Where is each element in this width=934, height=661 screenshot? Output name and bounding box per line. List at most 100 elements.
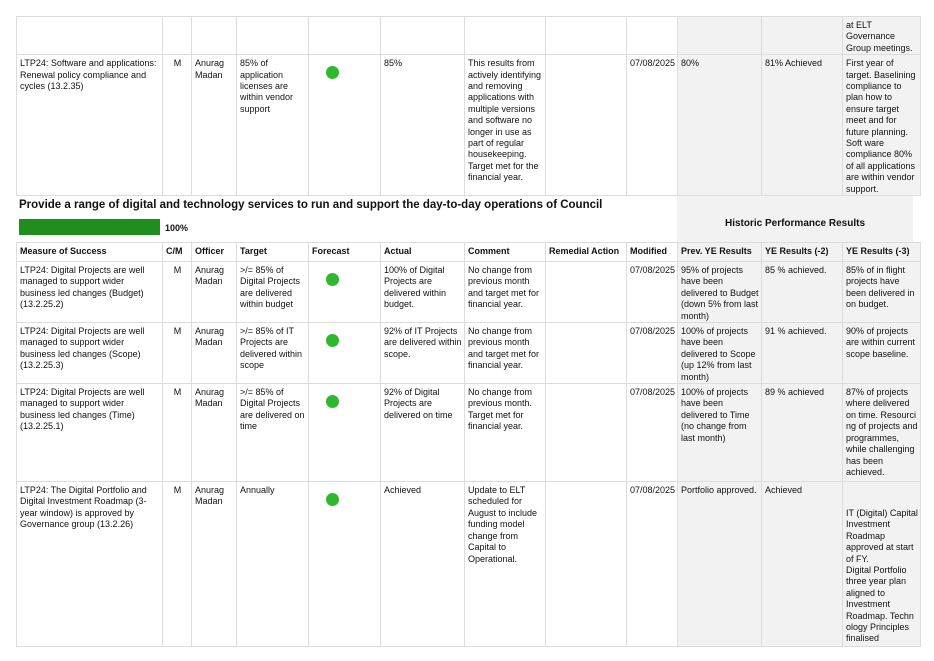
cell-actual: 92% of Digital Projects are delivered on…	[380, 383, 465, 483]
cell-ye2: 91 % achieved.	[761, 322, 843, 385]
forecast-status-dot-icon	[326, 395, 339, 409]
table-row: LTP24: Software and applications: Renewa…	[16, 54, 921, 197]
cell-modified: 07/08/2025	[626, 322, 678, 385]
cell-cm: M	[162, 481, 192, 648]
column-header: Target	[236, 242, 309, 262]
cell-ye2: 85 % achieved.	[761, 260, 843, 324]
cell-measure: LTP24: Digital Projects are well managed…	[16, 322, 163, 385]
cell-comment: Update to ELT scheduled for August to in…	[464, 481, 546, 648]
forecast-status-dot-icon	[326, 273, 339, 286]
cell-ye3: First year of target. Baselining complia…	[842, 54, 921, 197]
cell-measure	[16, 15, 163, 56]
cell-modified	[626, 15, 678, 56]
cell-remedial	[545, 481, 627, 648]
cell-cm: M	[162, 260, 192, 324]
cell-measure: LTP24: Software and applications: Renewa…	[16, 54, 163, 197]
cell-actual: 85%	[380, 54, 465, 197]
cell-target: >/= 85% of Digital Projects are delivere…	[236, 383, 309, 483]
column-header: Remedial Action	[545, 242, 627, 262]
cell-target: 85% of application licenses are within v…	[236, 54, 309, 197]
cell-ye2: 81% Achieved	[761, 54, 843, 197]
cell-measure: LTP24: Digital Projects are well managed…	[16, 383, 163, 483]
cell-measure: LTP24: The Digital Portfolio and Digital…	[16, 481, 163, 648]
cell-forecast	[308, 322, 381, 385]
header-row: Measure of Success C/M Officer Target Foreca…	[16, 242, 921, 262]
cell-ye3: 90% of projects are within current scope…	[842, 322, 921, 385]
cell-cm: M	[162, 54, 192, 197]
cell-ye2	[761, 15, 843, 56]
column-header: C/M	[162, 242, 192, 262]
cell-measure: LTP24: Digital Projects are well managed…	[16, 260, 163, 324]
cell-prev: 95% of projects have been delivered to B…	[677, 260, 762, 324]
cell-officer: Anurag Madan	[191, 54, 237, 197]
cell-target	[236, 15, 309, 56]
cell-remedial	[545, 322, 627, 385]
measures-table: Measure of Success C/M Officer Target Foreca…	[16, 242, 921, 648]
section-progress-bar	[19, 219, 160, 235]
forecast-status-dot-icon	[326, 334, 339, 348]
column-header: Measure of Success	[16, 242, 163, 262]
column-header: YE Results (-2)	[761, 242, 843, 262]
cell-officer: Anurag Madan	[191, 481, 237, 648]
cell-forecast	[308, 260, 381, 324]
cell-prev: 80%	[677, 54, 762, 197]
cell-forecast	[308, 54, 381, 197]
table-row: LTP24: The Digital Portfolio and Digital…	[16, 481, 921, 648]
column-header: Prev. YE Results	[677, 242, 762, 262]
cell-modified: 07/08/2025	[626, 481, 678, 648]
forecast-status-dot-icon	[326, 493, 339, 507]
cell-ye3: IT (Digital) Capital Investment Roadmap …	[842, 481, 921, 648]
section-title: Provide a range of digital and technolog…	[19, 199, 603, 211]
historic-performance-heading: Historic Performance Results	[677, 196, 913, 242]
cell-remedial	[545, 383, 627, 483]
cell-forecast	[308, 481, 381, 648]
cell-target: >/= 85% of IT Projects are delivered wit…	[236, 322, 309, 385]
cell-cm: M	[162, 322, 192, 385]
cell-prev: 100% of projects have been delivered to …	[677, 322, 762, 385]
cell-ye3: 85% of in flight projects have been deli…	[842, 260, 921, 324]
column-header: Actual	[380, 242, 465, 262]
cell-cm	[162, 15, 192, 56]
cell-comment: No change from previous month and target…	[464, 260, 546, 324]
progress-label: 100%	[165, 223, 189, 233]
cell-cm: M	[162, 383, 192, 483]
cell-modified: 07/08/2025	[626, 54, 678, 197]
cell-remedial	[545, 260, 627, 324]
column-header: Comment	[464, 242, 546, 262]
cell-forecast	[308, 383, 381, 483]
cell-actual: 92% of IT Projects are delivered within …	[380, 322, 465, 385]
cell-modified: 07/08/2025	[626, 260, 678, 324]
cell-comment: No change from previous month. Target me…	[464, 383, 546, 483]
cell-remedial	[545, 54, 627, 197]
cell-target: >/= 85% of Digital Projects are delivere…	[236, 260, 309, 324]
table-row: at ELT Governance Group meetings.	[16, 15, 921, 56]
cell-target: Annually	[236, 481, 309, 648]
cell-forecast	[308, 15, 381, 56]
forecast-status-dot-icon	[326, 66, 339, 80]
cell-officer: Anurag Madan	[191, 383, 237, 483]
cell-comment: No change from previous month and target…	[464, 322, 546, 385]
column-header: Forecast	[308, 242, 381, 262]
column-header: Officer	[191, 242, 237, 262]
previous-measures-table: at ELT Governance Group meetings. LTP24: …	[16, 15, 921, 197]
cell-officer	[191, 15, 237, 56]
progress-fill	[19, 219, 160, 235]
table-row: LTP24: Digital Projects are well managed…	[16, 260, 921, 324]
cell-prev	[677, 15, 762, 56]
cell-prev: Portfolio approved.	[677, 481, 762, 648]
column-header: Modified	[626, 242, 678, 262]
table-row: LTP24: Digital Projects are well managed…	[16, 322, 921, 385]
cell-prev: 100% of projects have been delivered to …	[677, 383, 762, 483]
cell-comment	[464, 15, 546, 56]
cell-comment: This results from actively identifying a…	[464, 54, 546, 197]
cell-remedial	[545, 15, 627, 56]
cell-officer: Anurag Madan	[191, 260, 237, 324]
cell-ye3: at ELT Governance Group meetings.	[842, 15, 921, 56]
cell-actual: Achieved	[380, 481, 465, 648]
cell-modified: 07/08/2025	[626, 383, 678, 483]
cell-actual: 100% of Digital Projects are delivered w…	[380, 260, 465, 324]
table-row: LTP24: Digital Projects are well managed…	[16, 383, 921, 483]
cell-ye2: Achieved	[761, 481, 843, 648]
cell-ye2: 89 % achieved	[761, 383, 843, 483]
column-header: YE Results (-3)	[842, 242, 921, 262]
